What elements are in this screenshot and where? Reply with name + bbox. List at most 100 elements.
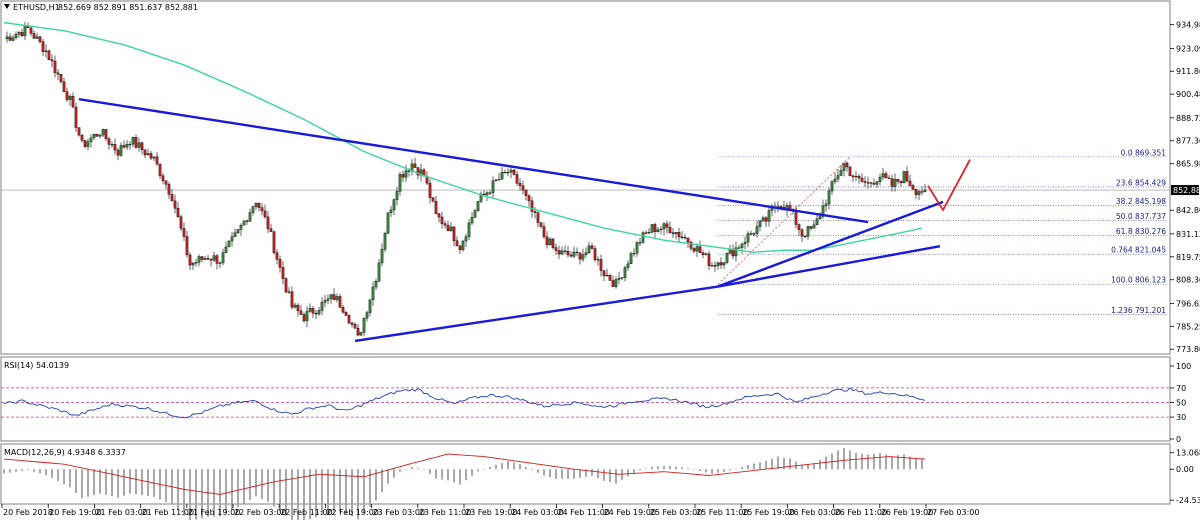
candle (449, 222, 453, 232)
candle (626, 260, 630, 271)
candle (383, 231, 387, 253)
candle (830, 180, 834, 195)
time-tick-label: 20 Feb 19:00 (49, 508, 101, 517)
candle (575, 247, 579, 257)
candle (188, 252, 192, 271)
candle (491, 176, 495, 199)
macd-bar (753, 463, 755, 470)
candle (548, 237, 552, 246)
candle (707, 250, 711, 270)
candle (881, 167, 885, 181)
candle (518, 178, 522, 191)
macd-bar (639, 469, 641, 471)
candle (305, 306, 309, 328)
candle (53, 55, 57, 78)
macd-bar (867, 454, 869, 470)
macd-bar (813, 463, 815, 470)
candle (392, 198, 396, 216)
macd-bar (405, 469, 407, 470)
fib-level-label: 1.236 791.201 (1111, 306, 1166, 315)
macd-bar (429, 469, 431, 474)
time-tick-label: 22 Feb 19:00 (326, 508, 378, 517)
macd-bar (123, 469, 125, 496)
candle (497, 172, 501, 181)
candle (233, 228, 237, 237)
time-tick-label: 20 Feb 2018 (3, 508, 53, 517)
macd-bar (345, 469, 347, 514)
candle (92, 133, 96, 141)
trendline (717, 245, 941, 288)
macd-bar (27, 469, 29, 470)
trendline (717, 200, 944, 288)
candle (569, 251, 573, 258)
macd-bar (39, 469, 41, 474)
macd-bar (315, 469, 317, 518)
macd-bar (693, 469, 695, 470)
candle (299, 304, 303, 315)
candle (509, 167, 513, 179)
candle (74, 102, 78, 133)
candle (68, 94, 72, 106)
candle (80, 134, 84, 143)
macd-bar (375, 469, 377, 501)
candle (245, 219, 249, 225)
candle (362, 317, 366, 337)
macd-bar (195, 469, 197, 520)
candle (611, 275, 615, 287)
candle (500, 166, 504, 180)
candle (149, 150, 153, 161)
price-tick-label: 785.250 (1176, 322, 1200, 331)
macd-bar (627, 469, 629, 477)
candle (896, 178, 900, 185)
candle (470, 212, 474, 226)
macd-bar (45, 469, 47, 476)
candle (461, 240, 465, 252)
macd-bar (483, 469, 485, 470)
candle (215, 254, 219, 270)
time-tick-label: 22 Feb 03:00 (234, 508, 286, 517)
candle (242, 220, 246, 226)
candle (335, 293, 339, 303)
macd-bar (873, 453, 875, 470)
candle (116, 147, 120, 161)
time-tick-label: 21 Feb 03:00 (95, 508, 147, 517)
macd-bar (105, 469, 107, 495)
candle (317, 306, 321, 316)
rsi-tick-label: 70 (1176, 384, 1186, 393)
candle (212, 251, 216, 262)
macd-bar (579, 469, 581, 478)
candle (182, 222, 186, 241)
time-tick-label: 24 Feb 11:00 (557, 508, 609, 517)
fib-level-label: 61.8 830.276 (1116, 227, 1166, 236)
rsi-tick-label: 50 (1176, 399, 1186, 408)
candle (530, 196, 534, 218)
macd-bar (663, 466, 665, 470)
candle (434, 196, 438, 215)
candle (278, 255, 282, 273)
macd-bar (711, 469, 713, 474)
macd-bar (885, 454, 887, 470)
candle (170, 189, 174, 202)
macd-bar (297, 469, 299, 520)
candle (152, 156, 156, 162)
macd-bar (765, 460, 767, 470)
candle (311, 306, 315, 318)
time-tick-label: 23 Feb 03:00 (373, 508, 425, 517)
candle (809, 226, 813, 231)
candle (905, 166, 909, 183)
chevron-down-icon[interactable] (4, 4, 10, 9)
macd-bar (111, 469, 113, 497)
macd-bar (57, 469, 59, 482)
rsi-tick-label: 30 (1176, 413, 1186, 422)
candle (332, 288, 336, 301)
macd-pane (0, 443, 1171, 505)
candle (20, 28, 24, 38)
macd-bar (189, 469, 191, 520)
ohlc-label: 852.669 852.891 851.637 852.881 (58, 3, 198, 12)
macd-bar (15, 469, 17, 472)
candle (224, 241, 228, 254)
candle (563, 245, 567, 255)
macd-bar (723, 469, 725, 472)
candle (446, 220, 450, 232)
